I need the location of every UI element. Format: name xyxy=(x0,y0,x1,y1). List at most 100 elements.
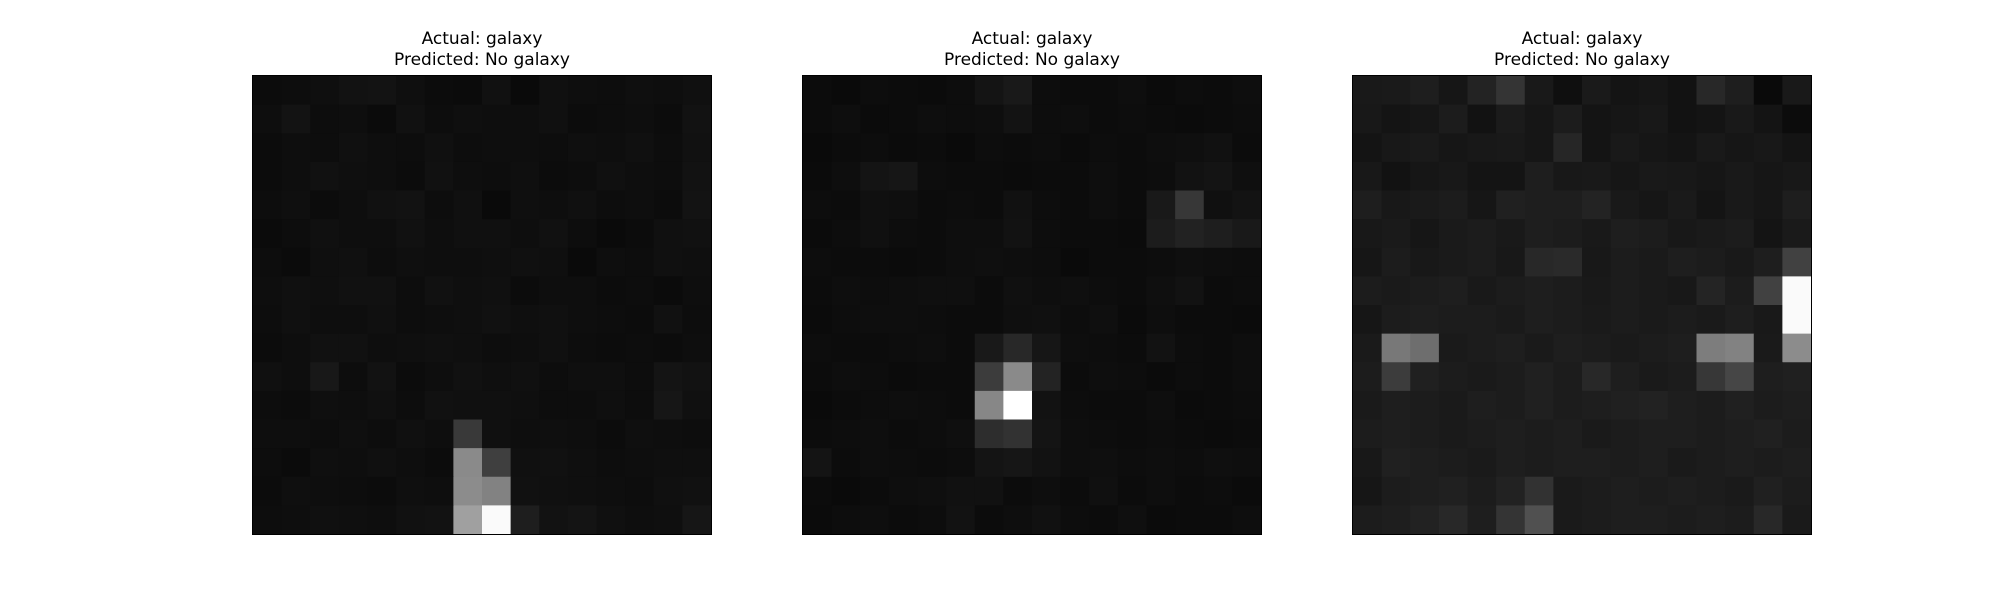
heatmap-cell xyxy=(539,133,569,163)
heatmap-cell xyxy=(1639,390,1669,421)
heatmap-cell xyxy=(1496,305,1526,335)
heatmap-cell xyxy=(396,476,426,506)
heatmap-cell xyxy=(1524,505,1554,534)
heatmap-cell xyxy=(1782,247,1811,277)
heatmap-cell xyxy=(567,505,598,534)
heatmap-cell xyxy=(510,276,540,306)
heatmap-cell xyxy=(367,219,397,249)
heatmap-cell xyxy=(338,390,369,421)
heatmap-cell xyxy=(1553,333,1583,363)
heatmap-cell xyxy=(253,333,283,363)
heatmap-cell xyxy=(946,333,976,363)
heatmap-cell xyxy=(1232,448,1261,478)
heatmap-cell xyxy=(946,276,976,306)
heatmap-cell xyxy=(1782,133,1811,163)
heatmap-cell xyxy=(860,305,890,335)
heatmap-cell xyxy=(1467,505,1497,534)
heatmap-cell xyxy=(1610,476,1640,506)
heatmap-cell xyxy=(1203,219,1233,249)
heatmap-cell xyxy=(1696,219,1726,249)
heatmap-cell xyxy=(1639,190,1669,220)
heatmap-cell xyxy=(1753,390,1783,421)
image-frame xyxy=(1352,75,1812,535)
heatmap-cell xyxy=(1003,362,1033,392)
heatmap-cell xyxy=(510,333,540,363)
heatmap-cell xyxy=(567,476,598,506)
heatmap-cell xyxy=(338,76,369,106)
heatmap-cell xyxy=(424,219,454,249)
heatmap-cell xyxy=(1496,104,1526,134)
heatmap-cell xyxy=(803,276,833,306)
heatmap-cell xyxy=(1410,333,1440,363)
heatmap-cell xyxy=(310,476,340,506)
heatmap-cell xyxy=(539,247,569,277)
heatmap-cell xyxy=(1696,419,1726,449)
heatmap-cell xyxy=(281,76,311,106)
heatmap-cell xyxy=(1725,476,1755,506)
heatmap-cell xyxy=(1639,305,1669,335)
heatmap-cell xyxy=(946,76,976,106)
heatmap-cell xyxy=(1467,390,1497,421)
heatmap-cell xyxy=(1553,419,1583,449)
heatmap-cell xyxy=(567,219,598,249)
heatmap-cell xyxy=(596,476,626,506)
heatmap-cell xyxy=(396,190,426,220)
heatmap-cell xyxy=(1467,76,1497,106)
heatmap-cell xyxy=(653,104,683,134)
heatmap-cell xyxy=(1725,104,1755,134)
heatmap-cell xyxy=(1753,362,1783,392)
heatmap-cell xyxy=(1753,161,1783,192)
heatmap-cell xyxy=(1175,190,1205,220)
heatmap-cell xyxy=(1203,161,1233,192)
heatmap-cell xyxy=(367,305,397,335)
heatmap-cell xyxy=(1117,161,1148,192)
heatmap-cell xyxy=(1146,76,1176,106)
heatmap-cell xyxy=(310,133,340,163)
heatmap-cell xyxy=(682,247,711,277)
heatmap-cell xyxy=(1003,476,1033,506)
heatmap-cell xyxy=(831,219,861,249)
heatmap-cell xyxy=(1782,362,1811,392)
heatmap-cell xyxy=(1203,190,1233,220)
heatmap-cell xyxy=(1175,333,1205,363)
heatmap-cell xyxy=(888,476,919,506)
heatmap-cell xyxy=(1032,476,1062,506)
heatmap-cell xyxy=(453,276,483,306)
heatmap-cell xyxy=(510,104,540,134)
heatmap-cell xyxy=(1696,476,1726,506)
heatmap-cell xyxy=(367,362,397,392)
heatmap-cell xyxy=(1753,505,1783,534)
heatmap-cell xyxy=(917,333,947,363)
heatmap-cell xyxy=(831,362,861,392)
heatmap-cell xyxy=(310,448,340,478)
heatmap-cell xyxy=(1782,448,1811,478)
heatmap-cell xyxy=(625,305,655,335)
heatmap-cell xyxy=(281,190,311,220)
heatmap-cell xyxy=(482,448,512,478)
heatmap-cell xyxy=(1060,133,1090,163)
heatmap-cell xyxy=(1582,190,1612,220)
heatmap-cell xyxy=(1639,362,1669,392)
heatmap-cell xyxy=(860,76,890,106)
heatmap-cell xyxy=(1353,362,1383,392)
heatmap-cell xyxy=(281,333,311,363)
heatmap-cell xyxy=(1753,76,1783,106)
heatmap-cell xyxy=(1089,219,1119,249)
heatmap-cell xyxy=(482,161,512,192)
heatmap-cell xyxy=(1553,448,1583,478)
heatmap-cell xyxy=(1060,276,1090,306)
heatmap-cell xyxy=(1032,390,1062,421)
heatmap-cell xyxy=(1782,76,1811,106)
heatmap-cell xyxy=(1232,419,1261,449)
heatmap-cell xyxy=(1232,247,1261,277)
heatmap-cell xyxy=(625,190,655,220)
heatmap-cell xyxy=(424,419,454,449)
heatmap-cell xyxy=(396,448,426,478)
heatmap-cell xyxy=(253,476,283,506)
heatmap-cell xyxy=(310,362,340,392)
heatmap-cell xyxy=(860,362,890,392)
heatmap-cell xyxy=(510,448,540,478)
heatmap-cell xyxy=(281,104,311,134)
heatmap-cell xyxy=(1610,247,1640,277)
heatmap-cell xyxy=(1610,133,1640,163)
